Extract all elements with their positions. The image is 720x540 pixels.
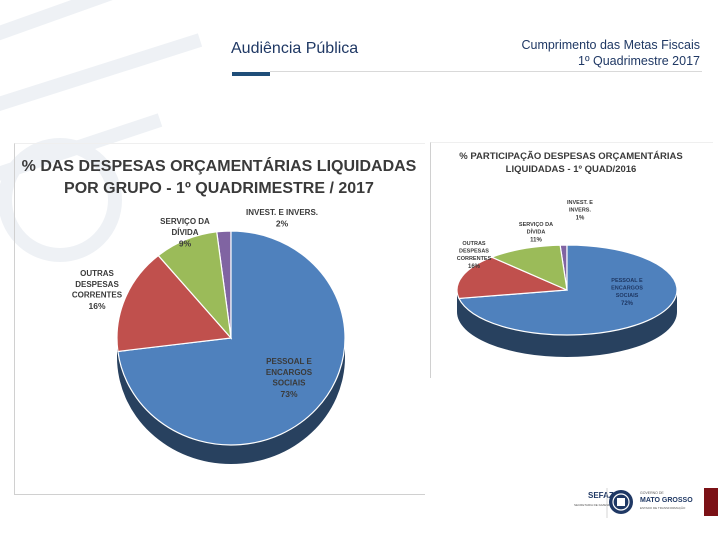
chart-title-2017: % DAS DESPESAS ORÇAMENTÁRIAS LIQUIDADAS … bbox=[14, 156, 424, 200]
gov-logo-text: MATO GROSSO bbox=[640, 497, 693, 504]
chart-title-2017-line1: % DAS DESPESAS ORÇAMENTÁRIAS LIQUIDADAS bbox=[21, 158, 417, 175]
pie-1-slice-outras bbox=[456, 256, 568, 300]
pie-0-slice-outras bbox=[116, 254, 233, 353]
footer-logos: SEFAZ SECRETARIA DE FAZENDA GOVERNO DE M… bbox=[560, 484, 720, 524]
pie-1-label-servico: SERVIÇO DA DÍVIDA 11% bbox=[519, 222, 553, 243]
pie-0-label-pessoal: PESSOAL E ENCARGOS SOCIAIS 73% bbox=[266, 357, 313, 399]
report-title: Cumprimento das Metas Fiscais 1º Quadrim… bbox=[521, 37, 700, 69]
pie-1-label-outras: OUTRAS DESPESAS CORRENTES 16% bbox=[457, 241, 492, 270]
chart-panel-2016 bbox=[430, 142, 713, 378]
pie-1-slice-pessoal bbox=[458, 244, 678, 336]
sefaz-logo-sub: SECRETARIA DE FAZENDA bbox=[574, 503, 612, 507]
chart-title-2016: % PARTICIPAÇÃO DESPESAS ORÇAMENTÁRIAS LI… bbox=[430, 150, 712, 176]
pie-0-label-outras: OUTRAS DESPESAS CORRENTES 16% bbox=[72, 269, 123, 311]
pie-chart-0: INVEST. E INVERS. 2% PESSOAL E ENCARGOS SOCI… bbox=[72, 208, 346, 464]
chart-title-2016-line2: LIQUIDADAS - 1º QUAD/2016 bbox=[505, 164, 637, 175]
pie-chart-1: INVEST. E INVERS. 1% PESSOAL E ENCARGOS SOCIA… bbox=[456, 200, 678, 357]
section-title: Audiência Pública bbox=[231, 40, 359, 57]
title-accent-bar bbox=[232, 72, 270, 76]
report-title-line1: Cumprimento das Metas Fiscais bbox=[521, 38, 700, 52]
pie-0-slice-servico bbox=[157, 231, 232, 340]
sefaz-logo-text: SEFAZ bbox=[588, 491, 614, 500]
header-divider bbox=[270, 71, 702, 72]
gov-logo-tag: ESTADO DE TRANSFORMAÇÃO bbox=[640, 505, 686, 510]
pie-1-depth bbox=[457, 290, 677, 357]
gov-logo-sub: GOVERNO DE bbox=[640, 491, 664, 495]
pie-1-label-invest: INVEST. E INVERS. 1% bbox=[567, 200, 593, 221]
background-watermark bbox=[0, 0, 203, 262]
pie-0-label-servico: SERVIÇO DA DÍVIDA 9% bbox=[160, 217, 210, 248]
pie-0-depth bbox=[117, 338, 345, 464]
flag-icon bbox=[704, 488, 718, 516]
pie-1-slice-servico bbox=[490, 244, 568, 291]
chart-title-2016-line1: % PARTICIPAÇÃO DESPESAS ORÇAMENTÁRIAS bbox=[459, 151, 683, 162]
pie-0-label-invest: INVEST. E INVERS. 2% bbox=[246, 208, 318, 229]
report-title-line2: 1º Quadrimestre 2017 bbox=[578, 54, 700, 68]
chart-panel-2017 bbox=[14, 143, 425, 495]
pie-1-label-pessoal: PESSOAL E ENCARGOS SOCIAIS 72% bbox=[611, 278, 643, 307]
chart-title-2017-line2: POR GRUPO - 1º QUADRIMESTRE / 2017 bbox=[64, 180, 374, 197]
